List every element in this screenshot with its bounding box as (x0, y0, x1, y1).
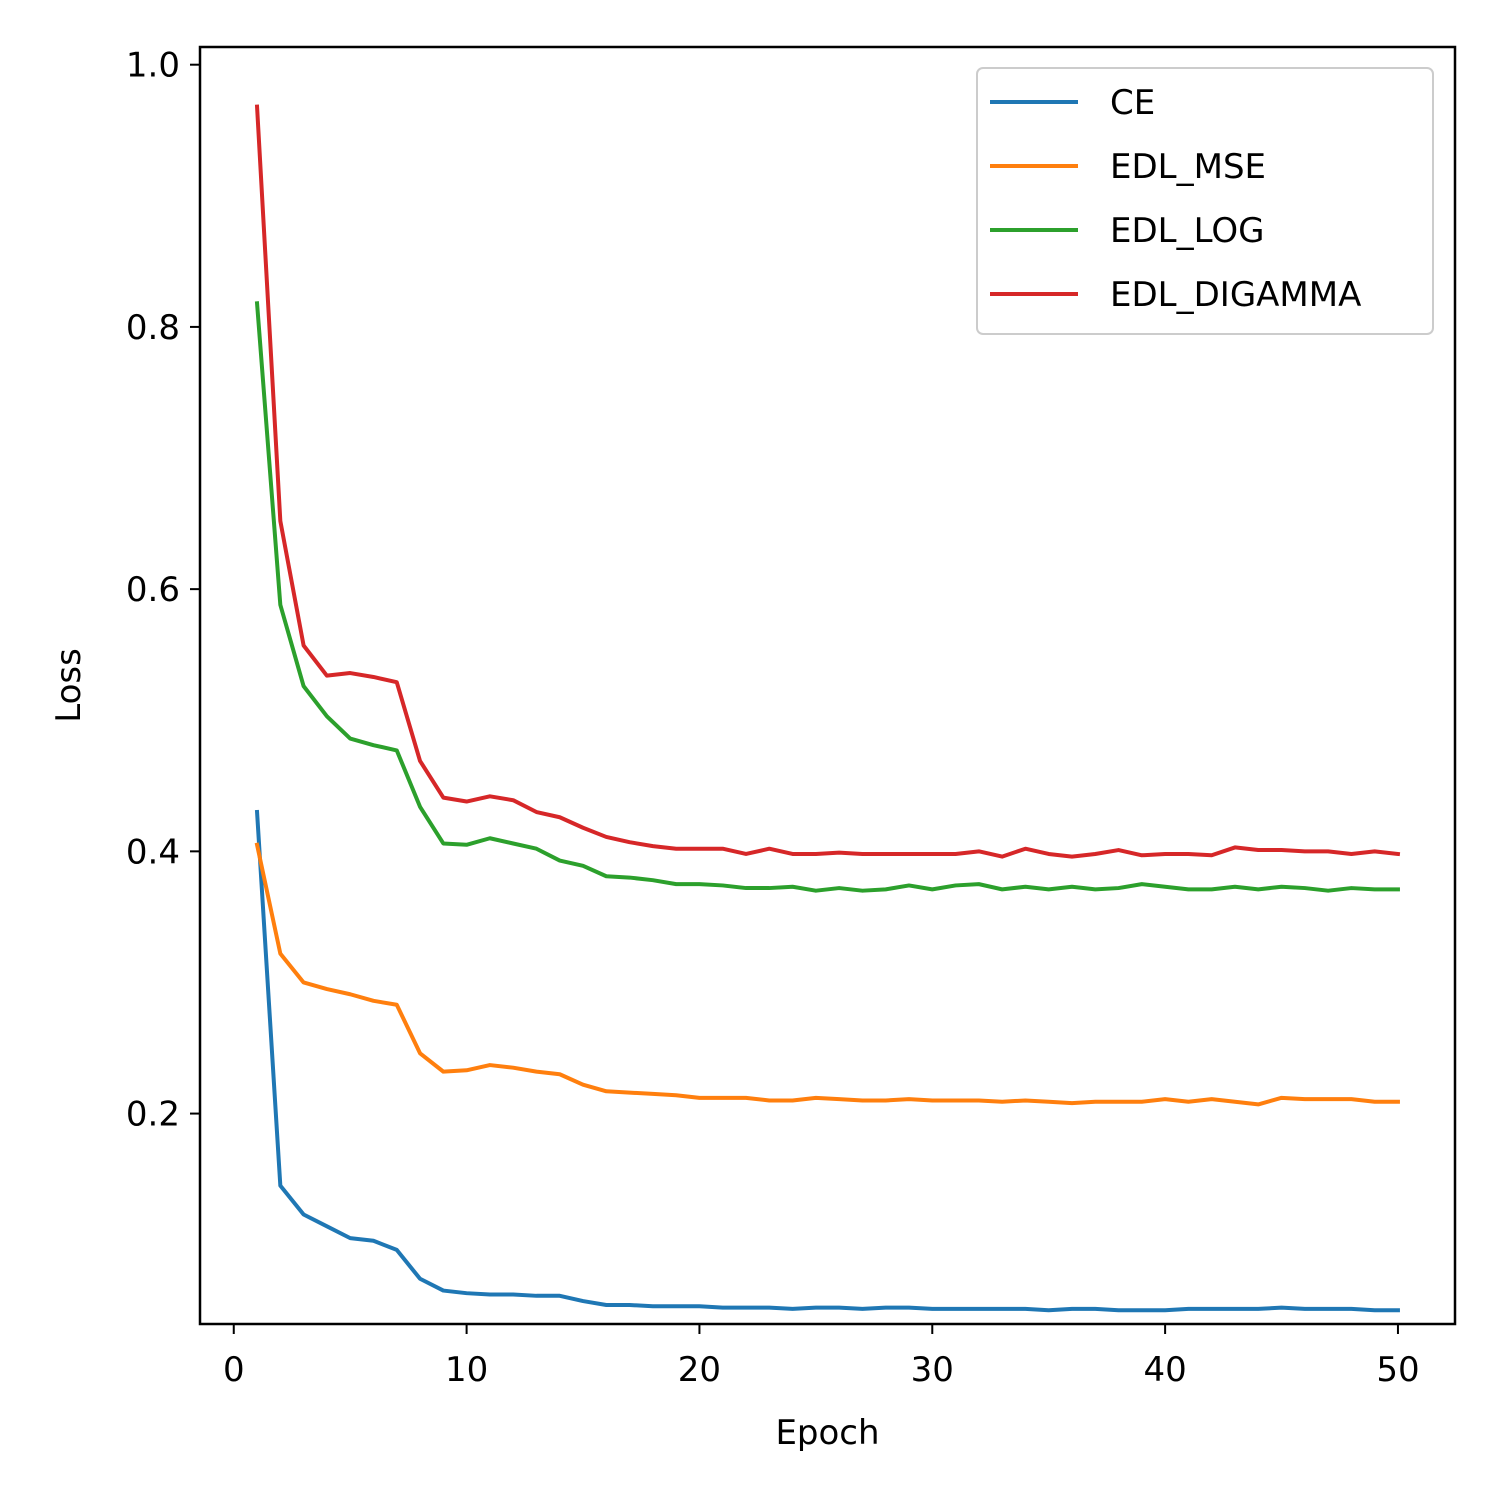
legend: CE EDL_MSE EDL_LOG EDL_DIGAMMA (976, 67, 1434, 335)
series-line-edl-log (254, 301, 1400, 893)
y-tick-label: 0.6 (126, 570, 180, 610)
legend-box (976, 67, 1434, 335)
x-tick-label: 50 (1376, 1350, 1419, 1390)
y-tick-label: 1.0 (126, 46, 180, 86)
x-tick-label: 20 (678, 1350, 721, 1390)
y-tick-label: 0.2 (126, 1095, 180, 1135)
y-tick-label: 0.4 (126, 832, 180, 872)
x-tick-label: 0 (223, 1350, 245, 1390)
y-axis-ticks: 0.2 0.4 0.6 0.8 1.0 (126, 46, 200, 1135)
series-line-edl-digamma (254, 104, 1401, 859)
axes-frame (198, 45, 1457, 1326)
legend-label-ce: CE (1110, 83, 1155, 123)
y-axis-label: Loss (49, 648, 89, 723)
x-tick-label: 10 (445, 1350, 488, 1390)
x-axis-ticks: 0 10 20 30 40 50 (223, 1324, 1420, 1390)
x-tick-label: 40 (1143, 1350, 1186, 1390)
series-line-ce (254, 809, 1400, 1313)
plot-area (254, 104, 1401, 1313)
legend-label-edl-log: EDL_LOG (1110, 211, 1264, 251)
x-tick-label: 30 (911, 1350, 954, 1390)
legend-label-edl-mse: EDL_MSE (1110, 147, 1266, 187)
y-tick-label: 0.8 (126, 308, 180, 348)
series-line-edl-mse (254, 842, 1400, 1107)
legend-label-edl-digamma: EDL_DIGAMMA (1110, 275, 1361, 315)
x-axis-label: Epoch (775, 1413, 879, 1453)
